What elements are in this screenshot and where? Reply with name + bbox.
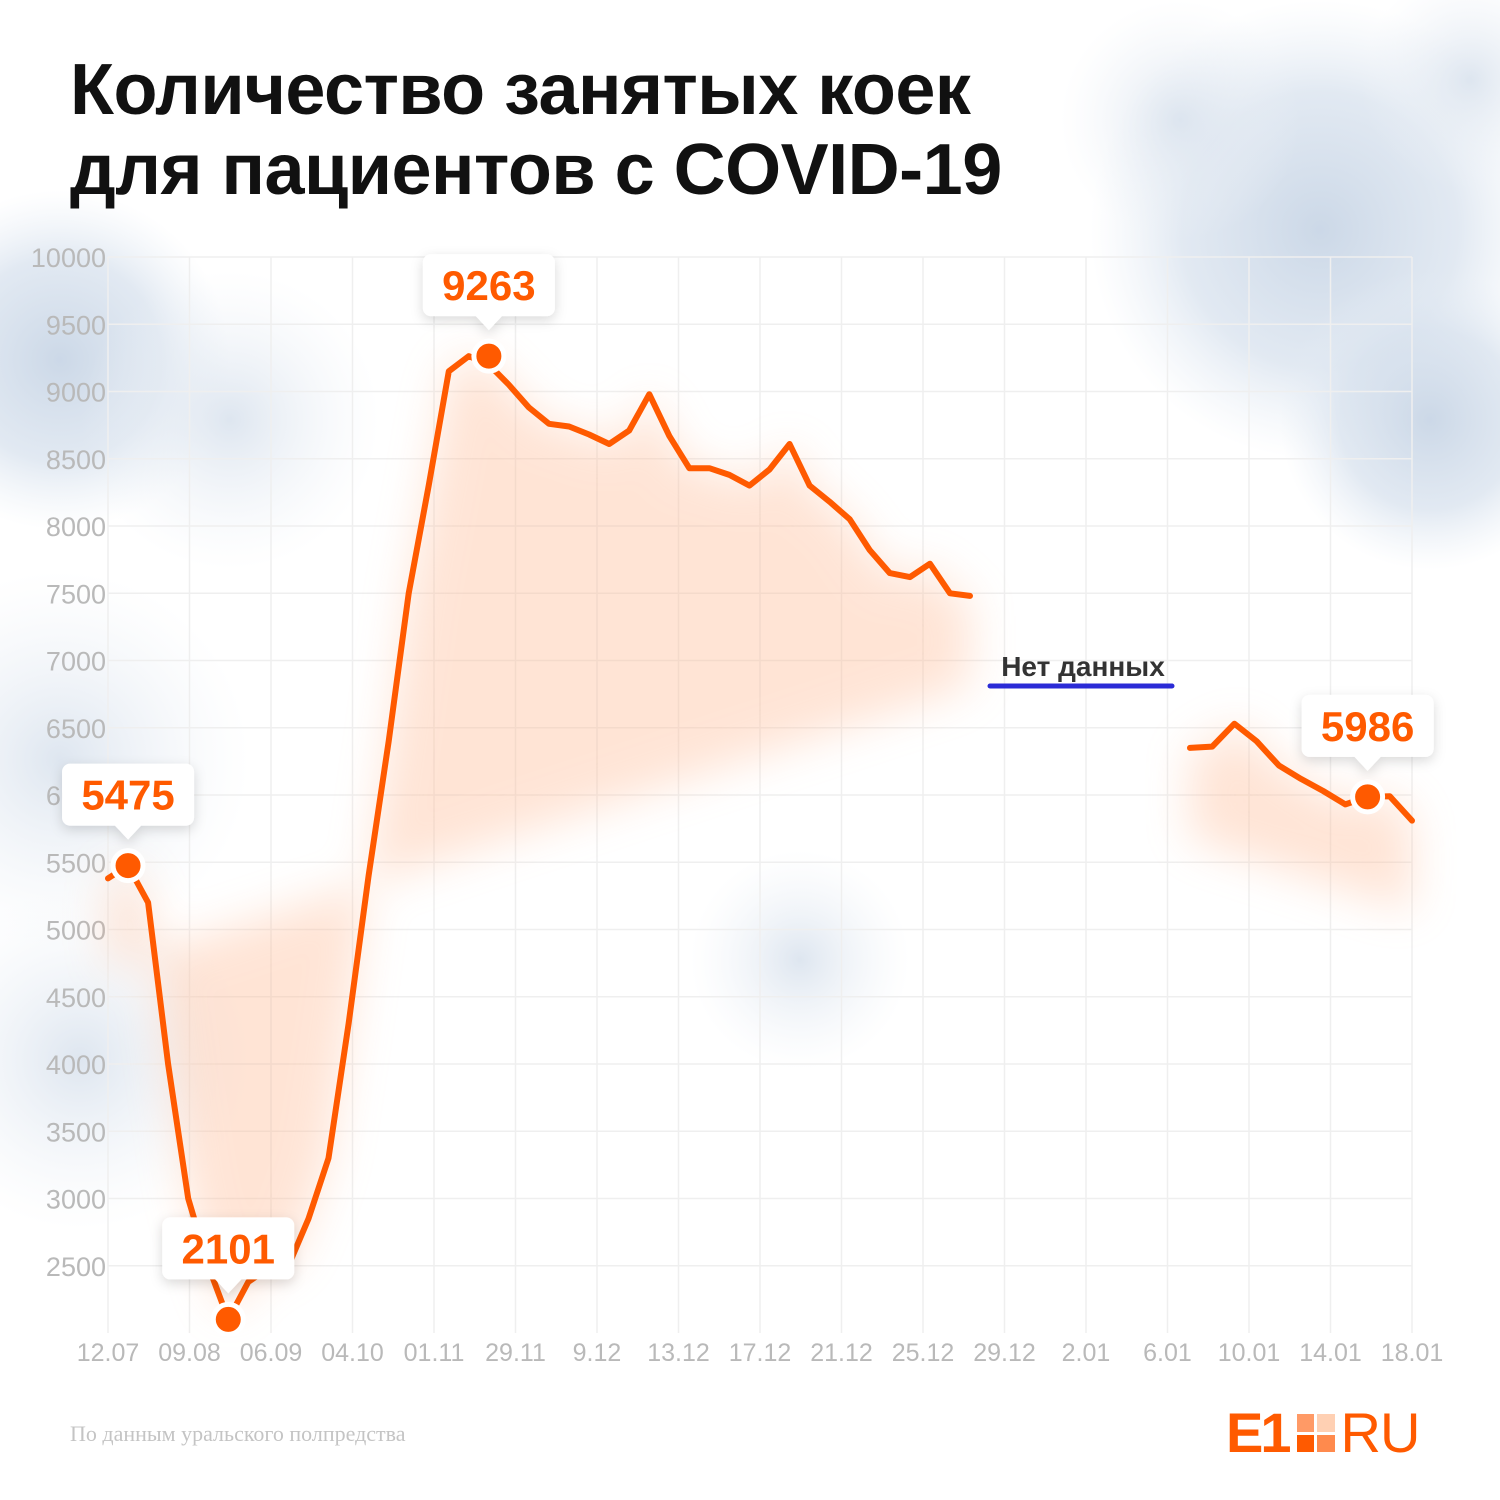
y-tick-label: 5000 [46,916,106,946]
y-tick-label: 10000 [31,243,106,273]
chart-title: Количество занятых коек для пациентов с … [70,50,1270,210]
e1-logo: E1 RU [1226,1401,1421,1464]
series-glow [1190,723,1412,911]
data-point-marker [1350,779,1386,815]
callout [422,254,555,331]
x-tick-label: 18.01 [1381,1339,1444,1367]
y-tick-label: 5500 [46,848,106,878]
callout-pointer [474,315,503,331]
y-tick-label: 9000 [46,378,106,408]
x-tick-label: 2.01 [1062,1339,1111,1367]
callout-pointer [1353,755,1382,771]
x-tick-label: 01.11 [404,1339,465,1367]
callout-box [62,763,195,826]
y-tick-label: 8000 [46,512,106,542]
title-line-1: Количество занятых коек [70,50,971,130]
title-line-2: для пациентов с COVID-19 [70,130,1002,210]
series-line [105,353,973,1323]
x-tick-label: 21.12 [810,1339,873,1367]
x-tick-label: 29.11 [485,1339,546,1367]
x-tick-label: 09.08 [158,1339,221,1367]
y-tick-label: 2500 [46,1252,106,1282]
y-tick-label: 8500 [46,445,106,475]
logo-ru: RU [1340,1401,1421,1464]
data-point-marker [471,338,507,374]
callout-pointer [114,824,143,840]
y-tick-label: 9500 [46,310,106,340]
callout [162,1217,295,1294]
y-tick-label: 4000 [46,1050,106,1080]
data-label: 5986 [1321,703,1414,750]
data-label: 5475 [81,772,174,819]
data-label: 2101 [182,1225,275,1272]
y-tick-label: 6500 [46,714,106,744]
callout-box [422,254,555,317]
x-tick-label: 14.01 [1299,1339,1362,1367]
y-tick-label: 3000 [46,1185,106,1215]
x-tick-label: 10.01 [1218,1339,1281,1367]
x-tick-label: 06.09 [240,1339,303,1367]
x-tick-label: 12.07 [77,1339,140,1367]
logo-squares-icon [1296,1414,1335,1452]
y-tick-label: 7000 [46,647,106,677]
x-tick-label: 29.12 [973,1339,1036,1367]
source-note: По данным уральского полпредства [70,1421,406,1446]
callout-box [1301,694,1434,757]
series-glow [108,356,970,1320]
x-tick-label: 9.12 [573,1339,622,1367]
no-data-label: Нет данных [1001,651,1165,682]
x-tick-label: 13.12 [647,1339,710,1367]
y-tick-label: 7500 [46,579,106,609]
callout [62,763,195,840]
x-tick-label: 17.12 [729,1339,792,1367]
virus-blob-top-right [1060,0,1500,570]
x-tick-label: 04.10 [321,1339,384,1367]
data-label: 9263 [442,262,535,309]
data-point-marker [110,848,146,884]
y-tick-label: 4500 [46,983,106,1013]
x-tick-label: 25.12 [892,1339,955,1367]
x-tick-label: 6.01 [1143,1339,1192,1367]
logo-e1: E1 [1226,1401,1291,1464]
callout-box [162,1217,295,1280]
callout [1301,694,1434,771]
y-tick-label: 3500 [46,1117,106,1147]
data-point-marker [210,1301,246,1337]
callout-pointer [214,1278,243,1294]
virus-blob-center [690,850,910,1070]
